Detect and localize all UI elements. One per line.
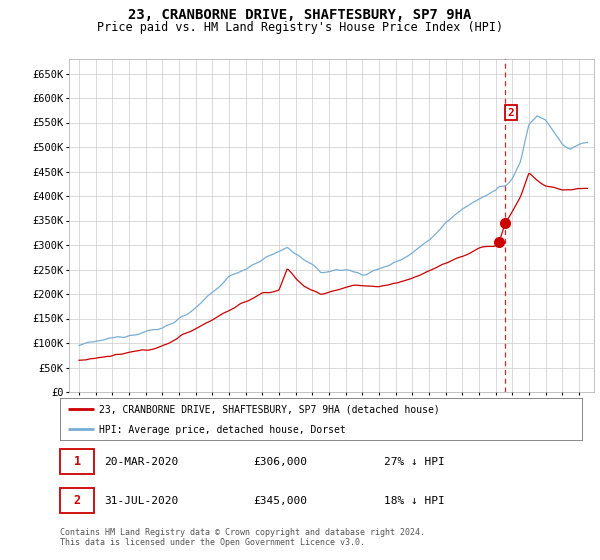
Text: 23, CRANBORNE DRIVE, SHAFTESBURY, SP7 9HA: 23, CRANBORNE DRIVE, SHAFTESBURY, SP7 9H…: [128, 8, 472, 22]
Text: 27% ↓ HPI: 27% ↓ HPI: [383, 457, 445, 467]
Text: 1: 1: [73, 455, 80, 468]
Text: Price paid vs. HM Land Registry's House Price Index (HPI): Price paid vs. HM Land Registry's House …: [97, 21, 503, 34]
FancyBboxPatch shape: [60, 488, 94, 514]
Text: £345,000: £345,000: [253, 496, 307, 506]
Text: HPI: Average price, detached house, Dorset: HPI: Average price, detached house, Dors…: [99, 424, 346, 435]
Text: This data is licensed under the Open Government Licence v3.0.: This data is licensed under the Open Gov…: [60, 538, 365, 547]
Text: 18% ↓ HPI: 18% ↓ HPI: [383, 496, 445, 506]
Text: 2: 2: [508, 108, 515, 118]
Text: £306,000: £306,000: [253, 457, 307, 467]
Text: 20-MAR-2020: 20-MAR-2020: [104, 457, 179, 467]
Text: 23, CRANBORNE DRIVE, SHAFTESBURY, SP7 9HA (detached house): 23, CRANBORNE DRIVE, SHAFTESBURY, SP7 9H…: [99, 404, 440, 414]
FancyBboxPatch shape: [60, 449, 94, 474]
Text: Contains HM Land Registry data © Crown copyright and database right 2024.: Contains HM Land Registry data © Crown c…: [60, 528, 425, 536]
Text: 31-JUL-2020: 31-JUL-2020: [104, 496, 179, 506]
Text: 2: 2: [73, 494, 80, 507]
